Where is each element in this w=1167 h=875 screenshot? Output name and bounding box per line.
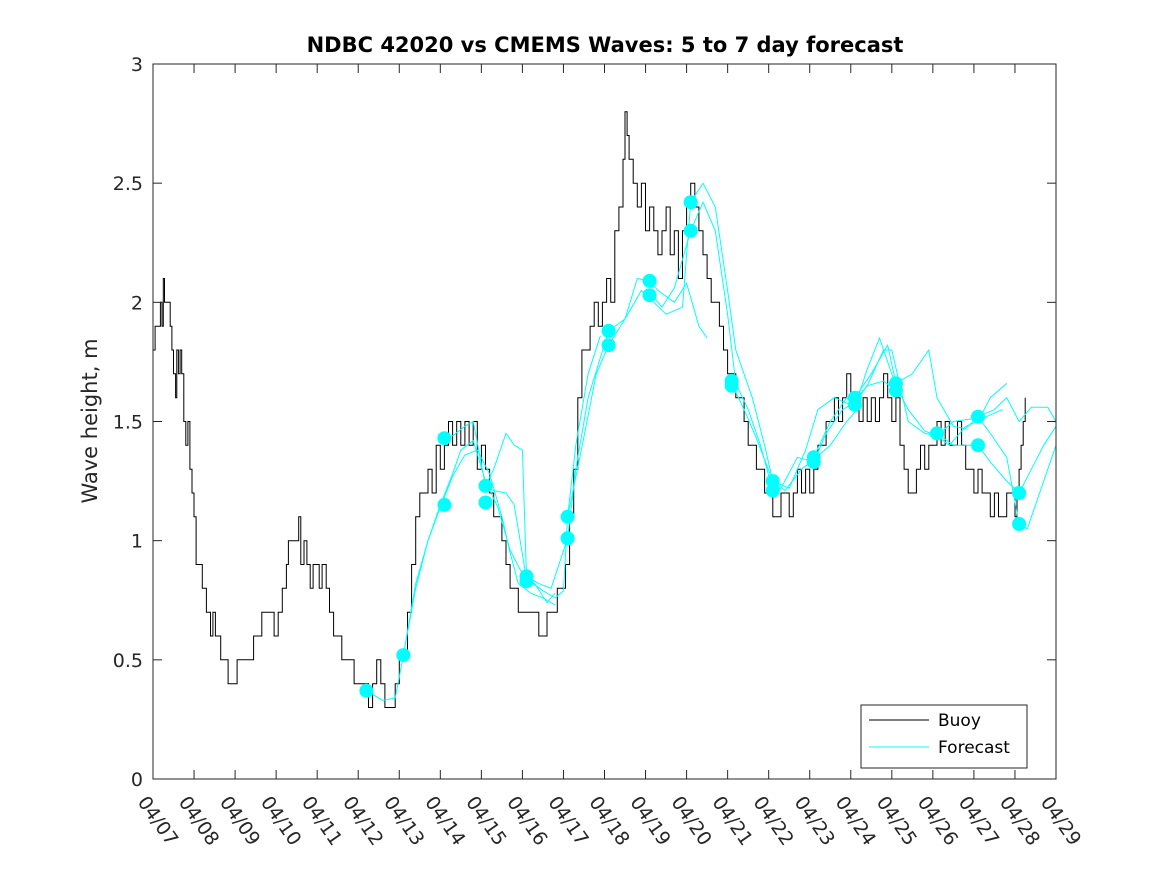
legend-forecast-label: Forecast (938, 738, 1010, 758)
forecast-marker-21 (806, 455, 821, 469)
y-axis-label: Wave height, m (78, 338, 102, 503)
y-tick-label-1: 0.5 (113, 650, 143, 672)
forecast-marker-10 (601, 323, 616, 338)
forecast-marker-11 (601, 338, 616, 353)
forecast-marker-14 (683, 195, 698, 210)
legend-box (860, 704, 1028, 769)
forecast-marker-2 (437, 431, 452, 446)
forecast-line-2 (444, 335, 601, 599)
forecast-marker-26 (930, 426, 944, 441)
forecast-marker-25 (888, 383, 903, 398)
forecast-marker-27 (971, 409, 985, 424)
forecast-marker-30 (1012, 517, 1027, 531)
forecast-marker-15 (683, 223, 698, 238)
forecast-line-9 (936, 426, 1057, 494)
forecast-marker-23 (847, 397, 862, 412)
chart-title: NDBC 42020 vs CMEMS Waves: 5 to 7 day fo… (307, 33, 904, 57)
forecast-marker-1 (396, 648, 411, 663)
forecast-marker-9 (560, 531, 575, 546)
forecast-marker-29 (1012, 486, 1027, 500)
buoy-line (153, 111, 1026, 708)
forecast-marker-12 (642, 273, 657, 288)
y-tick-label-3: 1.5 (113, 412, 143, 434)
forecast-marker-0 (359, 683, 374, 698)
forecast-marker-5 (478, 495, 493, 510)
forecast-line-8 (854, 343, 1057, 430)
y-tick-label-2: 1 (131, 531, 143, 553)
plot-area (153, 111, 1057, 708)
forecast-marker-13 (642, 288, 657, 303)
forecast-marker-28 (971, 438, 985, 453)
legend-buoy-label: Buoy (938, 711, 981, 731)
forecast-marker-7 (519, 574, 534, 589)
forecast-line-3 (485, 277, 708, 589)
forecast-marker-3 (437, 497, 452, 512)
y-tick-label-5: 2.5 (113, 173, 143, 195)
legend: Buoy Forecast (860, 704, 1028, 769)
forecast-marker-4 (478, 478, 493, 493)
forecast-marker-19 (765, 483, 780, 498)
y-tick-label-4: 2 (131, 292, 143, 314)
forecast-marker-8 (560, 509, 575, 524)
y-tick-label-6: 3 (131, 54, 143, 76)
y-tick-label-0: 0 (131, 769, 143, 791)
forecast-marker-17 (724, 378, 739, 393)
forecast-line-4 (567, 182, 860, 517)
